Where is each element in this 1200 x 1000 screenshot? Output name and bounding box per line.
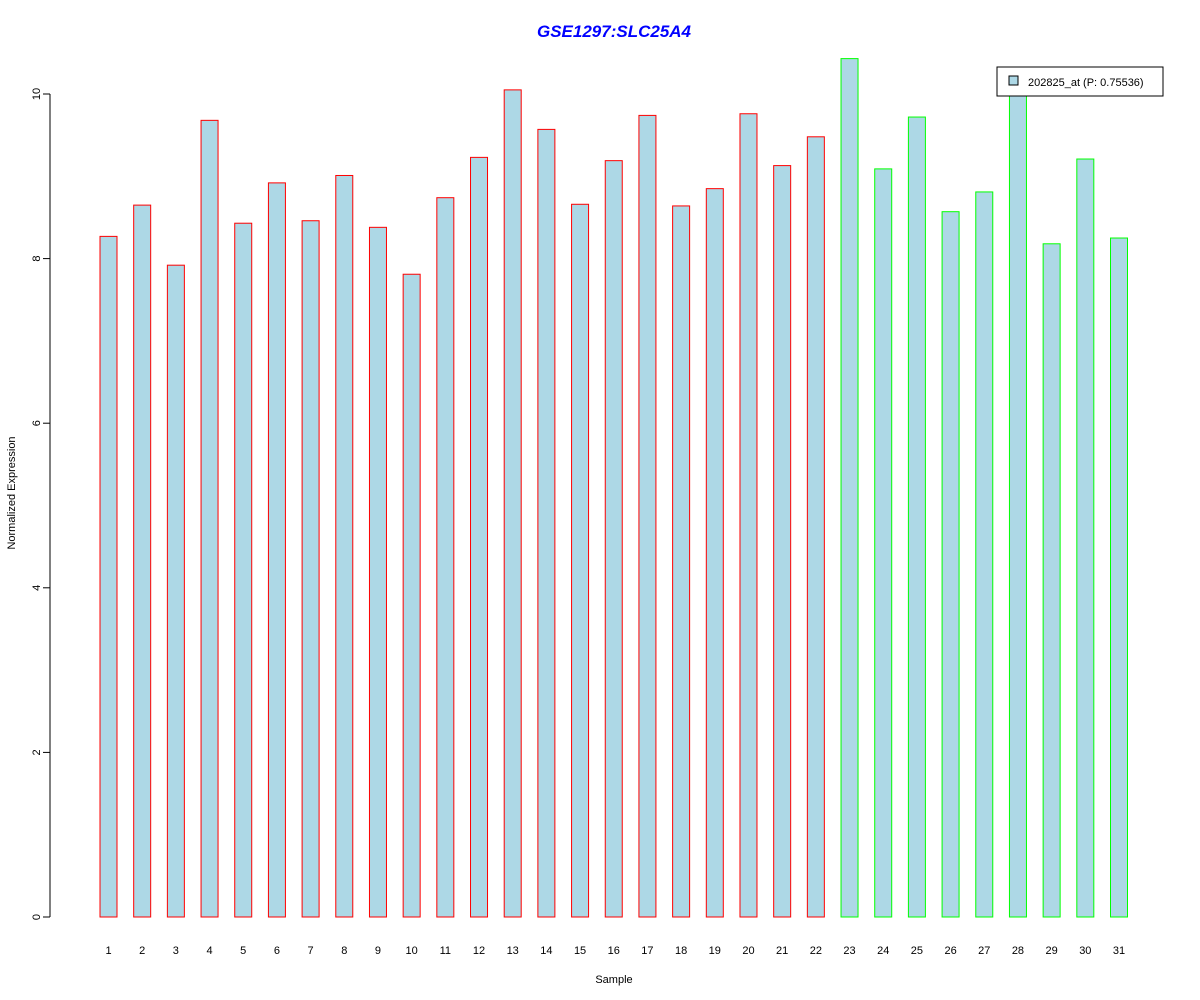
bar-sample-5 (234, 222, 253, 918)
legend-label: 202825_at (P: 0.75536) (1028, 77, 1144, 89)
x-tick-label-1: 1 (105, 945, 111, 957)
bar-sample-29 (1042, 243, 1061, 918)
x-tick-label-21: 21 (776, 945, 788, 957)
legend-box (996, 66, 1164, 97)
bar-sample-13 (503, 89, 522, 918)
x-tick-label-20: 20 (742, 945, 754, 957)
x-tick-label-19: 19 (709, 945, 721, 957)
y-axis-tick-label: 10 (31, 88, 43, 100)
y-axis-tick-label: 4 (31, 585, 43, 591)
bar-sample-3 (166, 264, 185, 918)
y-axis-tick-label: 6 (31, 420, 43, 426)
bar-sample-24 (874, 168, 893, 918)
x-tick-label-23: 23 (843, 945, 855, 957)
bar-sample-27 (975, 191, 994, 918)
bar-sample-23 (840, 58, 859, 918)
x-tick-label-8: 8 (341, 945, 347, 957)
bar-sample-28 (1008, 89, 1027, 918)
bar-sample-21 (773, 165, 792, 918)
x-tick-label-29: 29 (1046, 945, 1058, 957)
bar-sample-15 (571, 203, 590, 918)
bar-sample-22 (806, 136, 825, 918)
bar-sample-14 (537, 128, 556, 918)
x-tick-label-28: 28 (1012, 945, 1024, 957)
x-tick-label-5: 5 (240, 945, 246, 957)
legend: 202825_at (P: 0.75536) (996, 66, 1164, 97)
bar-sample-16 (604, 160, 623, 918)
x-tick-label-15: 15 (574, 945, 586, 957)
y-axis: 0 2 4 6 8 10 (31, 88, 51, 920)
legend-swatch (1008, 75, 1019, 86)
x-tick-label-3: 3 (173, 945, 179, 957)
bar-sample-2 (133, 204, 152, 918)
x-tick-label-17: 17 (641, 945, 653, 957)
bar-sample-18 (672, 205, 691, 918)
bar-sample-26 (941, 211, 960, 918)
x-tick-label-12: 12 (473, 945, 485, 957)
bar-sample-31 (1110, 237, 1128, 918)
bar-sample-30 (1076, 158, 1095, 918)
bar-sample-6 (267, 182, 286, 918)
bars-group (99, 58, 1128, 918)
bar-sample-10 (402, 273, 421, 918)
x-tick-label-31: 31 (1113, 945, 1125, 957)
bar-sample-19 (705, 188, 724, 918)
x-tick-label-9: 9 (375, 945, 381, 957)
x-tick-label-7: 7 (308, 945, 314, 957)
bar-sample-9 (368, 226, 387, 918)
y-axis-tick-label: 0 (31, 914, 43, 920)
x-tick-label-6: 6 (274, 945, 280, 957)
y-axis-label: Normalized Expression (6, 436, 18, 549)
bar-sample-25 (907, 116, 926, 918)
bar-sample-4 (200, 119, 219, 918)
chart-title: GSE1297:SLC25A4 (537, 22, 692, 41)
x-tick-label-30: 30 (1079, 945, 1091, 957)
bar-sample-7 (301, 220, 320, 918)
x-tick-label-18: 18 (675, 945, 687, 957)
x-tick-label-10: 10 (406, 945, 418, 957)
x-tick-label-25: 25 (911, 945, 923, 957)
bar-sample-11 (436, 197, 455, 918)
bar-sample-8 (335, 174, 354, 918)
x-axis-tick-labels: 1 2 3 4 5 6 7 8 9 10 11 12 13 14 15 16 17 18 19 20 21 22 23 24 2… (105, 945, 1125, 957)
bar-sample-1 (99, 235, 118, 918)
x-tick-label-11: 11 (440, 945, 451, 957)
x-tick-label-26: 26 (944, 945, 956, 957)
bar-sample-20 (739, 113, 758, 918)
x-tick-label-16: 16 (608, 945, 620, 957)
x-tick-label-14: 14 (540, 945, 552, 957)
x-tick-label-24: 24 (877, 945, 889, 957)
x-tick-label-4: 4 (206, 945, 212, 957)
x-tick-label-2: 2 (139, 945, 145, 957)
x-tick-label-22: 22 (810, 945, 822, 957)
x-tick-label-27: 27 (978, 945, 990, 957)
x-tick-label-13: 13 (507, 945, 519, 957)
y-axis-tick-label: 2 (31, 749, 43, 755)
y-axis-tick-label: 8 (31, 256, 43, 262)
bar-sample-12 (470, 156, 489, 918)
x-axis-label: Sample (595, 974, 632, 986)
bar-sample-17 (638, 114, 657, 918)
